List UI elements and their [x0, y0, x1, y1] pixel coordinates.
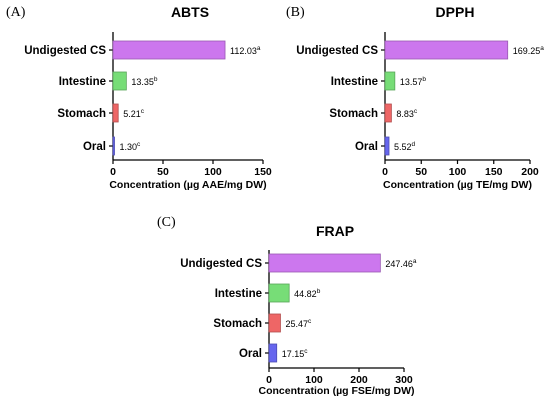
data-label: 13.57b [400, 76, 427, 87]
significance-letter: c [141, 108, 145, 115]
bar [112, 103, 119, 123]
data-label: 112.03a [230, 45, 261, 56]
x-tick-label: 50 [157, 166, 169, 178]
significance-letter: c [304, 348, 308, 355]
bar [112, 71, 127, 91]
x-tick-label: 100 [204, 166, 222, 178]
x-tick-label: 300 [395, 374, 413, 386]
category-label: Undigested CS [296, 45, 378, 57]
category-label: Intestine [215, 288, 262, 300]
bar [384, 71, 396, 91]
category-label: Oral [239, 348, 262, 360]
x-axis-label: Concentration (µg FSE/mg DW) [259, 385, 415, 397]
x-tick-label: 200 [350, 374, 368, 386]
chart-title: FRAP [316, 223, 354, 239]
significance-letter: b [154, 76, 158, 83]
category-label: Stomach [329, 108, 378, 120]
data-label: 8.83c [396, 108, 418, 119]
x-tick-label: 150 [485, 166, 503, 178]
data-label: 13.35b [131, 76, 158, 87]
x-axis-label: Concentration (µg TE/mg DW) [383, 179, 532, 191]
panel-a-label: (A) [6, 5, 26, 20]
data-label: 44.82b [294, 288, 321, 299]
data-label: 169.25a [513, 45, 545, 56]
bar [112, 40, 226, 60]
chart-title: ABTS [171, 4, 209, 20]
data-label: 5.52d [394, 141, 416, 152]
panel-b-label: (B) [286, 5, 305, 20]
bar [384, 103, 392, 123]
significance-letter: d [412, 141, 416, 148]
x-tick-label: 0 [110, 166, 116, 178]
x-tick-label: 100 [305, 374, 323, 386]
x-tick-label: 150 [254, 166, 272, 178]
bar [384, 40, 509, 60]
data-label: 247.46a [385, 258, 417, 269]
bar [268, 253, 381, 273]
x-tick-label: 50 [415, 166, 427, 178]
category-label: Stomach [57, 108, 106, 120]
x-tick-label: 200 [521, 166, 539, 178]
data-label: 25.47c [285, 318, 312, 329]
bar [112, 136, 115, 156]
bar [268, 313, 281, 333]
x-tick-label: 0 [266, 374, 272, 386]
bar [384, 136, 390, 156]
chart-title: DPPH [436, 4, 475, 20]
panel-c-label: (C) [157, 215, 176, 230]
significance-letter: b [422, 76, 426, 83]
category-label: Intestine [59, 76, 106, 88]
significance-letter: a [413, 258, 417, 265]
category-label: Intestine [331, 76, 378, 88]
x-tick-label: 0 [382, 166, 388, 178]
data-label: 1.30c [120, 141, 142, 152]
x-tick-label: 100 [449, 166, 467, 178]
significance-letter: a [540, 45, 544, 52]
category-label: Undigested CS [24, 45, 106, 57]
data-label: 5.21c [123, 108, 145, 119]
category-label: Oral [355, 141, 378, 153]
category-label: Oral [83, 141, 106, 153]
significance-letter: a [257, 45, 261, 52]
significance-letter: c [308, 318, 312, 325]
x-axis-label: Concentration (µg AAE/mg DW) [109, 179, 266, 191]
significance-letter: c [414, 108, 418, 115]
category-label: Stomach [213, 318, 262, 330]
data-label: 17.15c [282, 348, 309, 359]
significance-letter: c [137, 141, 141, 148]
significance-letter: b [317, 288, 321, 295]
bar [268, 283, 290, 303]
category-label: Undigested CS [180, 258, 262, 270]
bar [268, 343, 278, 363]
